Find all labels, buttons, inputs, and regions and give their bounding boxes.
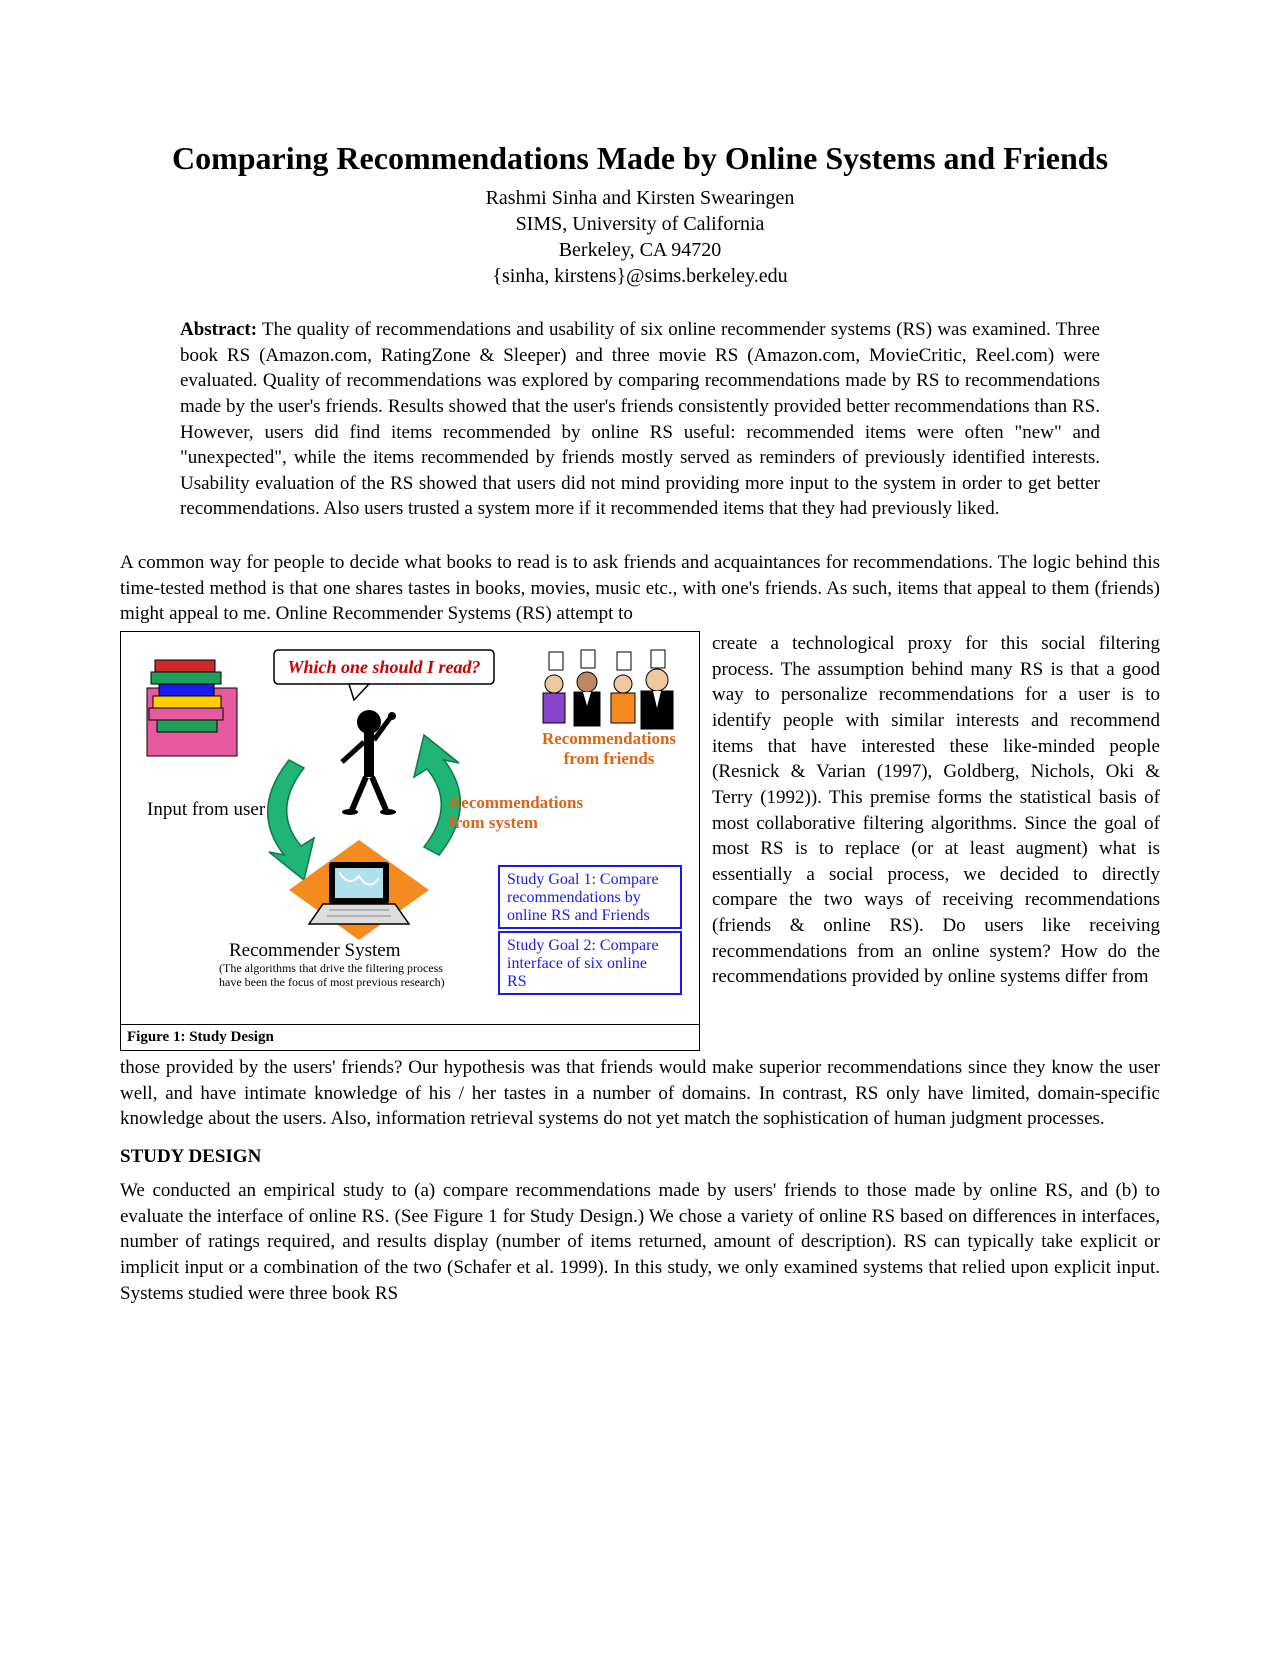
- authors-line: Rashmi Sinha and Kirsten Swearingen: [120, 185, 1160, 211]
- section-heading: STUDY DESIGN: [120, 1146, 1160, 1168]
- study-design-diagram: Which one should I read?: [129, 640, 689, 1020]
- speech-bubble: Which one should I read?: [274, 650, 494, 700]
- author-block: Rashmi Sinha and Kirsten Swearingen SIMS…: [120, 185, 1160, 289]
- input-user-label: Input from user: [147, 799, 266, 820]
- goal2-l2: interface of six online: [507, 955, 647, 972]
- speech-text: Which one should I read?: [287, 657, 480, 677]
- goal2-l3: RS: [507, 973, 527, 990]
- continuation-paragraph: those provided by the users' friends? Ou…: [120, 1055, 1160, 1132]
- figure-1: Which one should I read?: [120, 631, 700, 1051]
- person-icon: [342, 710, 396, 815]
- address-line: Berkeley, CA 94720: [120, 237, 1160, 263]
- paper-title: Comparing Recommendations Made by Online…: [120, 140, 1160, 177]
- intro-paragraph: A common way for people to decide what b…: [120, 550, 1160, 627]
- recsys-title: Recommender System: [229, 940, 401, 961]
- wrapped-paragraph: create a technological proxy for this so…: [712, 631, 1160, 1051]
- figure-text-row: Which one should I read?: [120, 631, 1160, 1051]
- abstract: Abstract: The quality of recommendations…: [180, 317, 1100, 522]
- study-design-paragraph: We conducted an empirical study to (a) c…: [120, 1178, 1160, 1306]
- abstract-text: The quality of recommendations and usabi…: [180, 319, 1100, 519]
- goal1-l2: recommendations by: [507, 889, 641, 906]
- goal2-l1: Study Goal 2: Compare: [507, 937, 659, 954]
- rec-system-label-1: Recommendations: [449, 793, 583, 812]
- email-line: {sinha, kirstens}@sims.berkeley.edu: [120, 263, 1160, 289]
- paper-page: Comparing Recommendations Made by Online…: [0, 0, 1280, 1656]
- rec-friends-label-2: from friends: [564, 749, 655, 768]
- books-icon: [147, 660, 237, 756]
- rec-friends-label-1: Recommendations: [542, 729, 676, 748]
- goal1-l3: online RS and Friends: [507, 907, 650, 924]
- recsys-sub2: have been the focus of most previous res…: [219, 975, 445, 989]
- abstract-label: Abstract:: [180, 319, 257, 340]
- goal1-l1: Study Goal 1: Compare: [507, 871, 659, 888]
- recsys-sub1: (The algorithms that drive the filtering…: [219, 961, 443, 975]
- rec-system-label-2: from system: [449, 813, 538, 832]
- figure-frame: Which one should I read?: [120, 631, 700, 1051]
- friends-icon: [543, 650, 673, 729]
- figure-caption: Figure 1: Study Design: [121, 1024, 699, 1050]
- affiliation-line: SIMS, University of California: [120, 211, 1160, 237]
